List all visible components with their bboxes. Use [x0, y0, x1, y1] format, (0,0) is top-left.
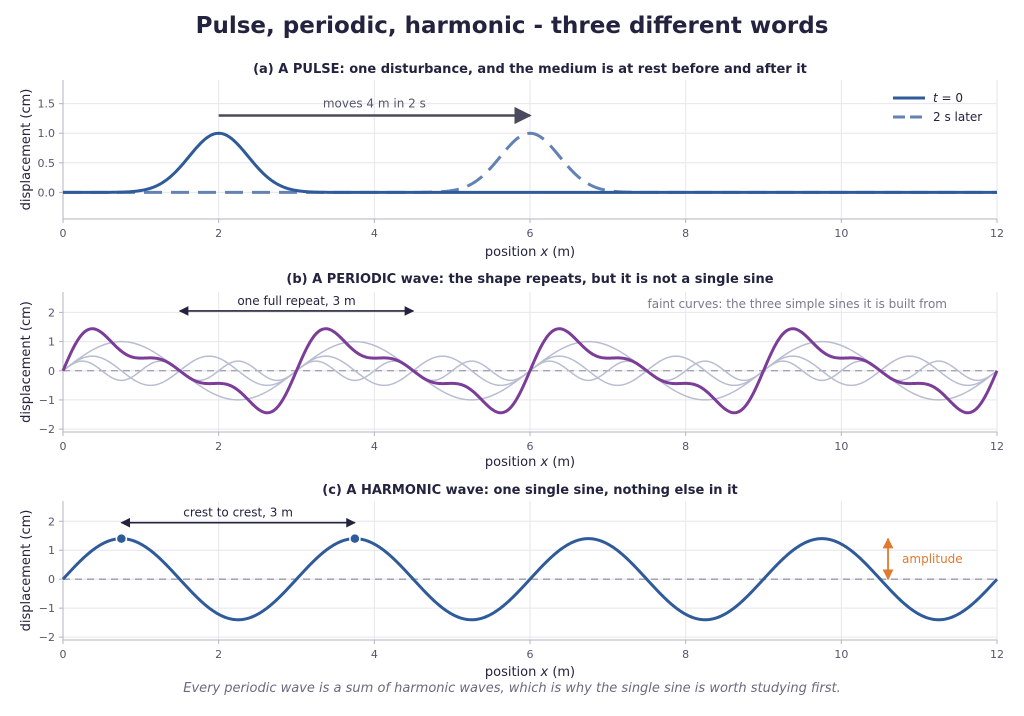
y-axis-label: displacement (cm): [19, 510, 34, 632]
x-tick-label: 6: [527, 440, 534, 453]
footnote: Every periodic wave is a sum of harmonic…: [183, 681, 841, 696]
x-tick-label: 8: [682, 648, 689, 661]
move-annotation: moves 4 m in 2 s: [323, 96, 426, 110]
y-axis-label: displacement (cm): [19, 89, 34, 211]
y-tick-label: 0: [48, 365, 55, 378]
periodic-wave-line: [61, 327, 999, 415]
x-tick-label: 0: [60, 648, 67, 661]
harmonic-wave-line: [61, 537, 999, 622]
panel-title: (b) A PERIODIC wave: the shape repeats, …: [286, 272, 773, 287]
x-tick-label: 12: [990, 440, 1004, 453]
x-tick-label: 4: [371, 440, 378, 453]
y-tick-label: 1.0: [38, 127, 56, 140]
x-tick-label: 6: [527, 227, 534, 240]
y-tick-label: 2: [48, 515, 55, 528]
x-tick-label: 4: [371, 227, 378, 240]
y-tick-label: −1: [39, 602, 55, 615]
x-tick-label: 2: [215, 440, 222, 453]
x-tick-label: 12: [990, 227, 1004, 240]
x-tick-label: 2: [215, 648, 222, 661]
x-tick-label: 8: [682, 440, 689, 453]
panel-2: (c) A HARMONIC wave: one single sine, no…: [19, 483, 1004, 680]
crest-marker: [349, 532, 361, 545]
amplitude-label: amplitude: [902, 552, 963, 566]
series-line-t0: [63, 131, 997, 194]
repeat-annotation: one full repeat, 3 m: [237, 294, 355, 308]
y-tick-label: 0.0: [38, 186, 56, 199]
y-tick-label: 1: [48, 544, 55, 557]
x-tick-label: 6: [527, 648, 534, 661]
component-note: faint curves: the three simple sines it …: [648, 297, 948, 311]
x-tick-label: 10: [834, 648, 848, 661]
y-tick-label: 0.5: [38, 157, 56, 170]
chart-title: Pulse, periodic, harmonic - three differ…: [195, 13, 829, 39]
x-axis-label: position x (m): [485, 665, 575, 680]
panel-0: (a) A PULSE: one disturbance, and the me…: [19, 62, 1004, 260]
y-tick-label: 0: [48, 573, 55, 586]
y-axis-label: displacement (cm): [19, 301, 34, 423]
x-tick-label: 12: [990, 648, 1004, 661]
x-tick-label: 4: [371, 648, 378, 661]
x-tick-label: 0: [60, 227, 67, 240]
y-tick-label: −2: [39, 631, 55, 644]
panel-title: (c) A HARMONIC wave: one single sine, no…: [322, 483, 738, 498]
y-tick-label: 2: [48, 306, 55, 319]
x-tick-label: 10: [834, 227, 848, 240]
crest-annotation: crest to crest, 3 m: [183, 506, 293, 520]
x-axis-label: position x (m): [485, 245, 575, 260]
legend-label-t0: t = 0: [933, 91, 963, 105]
x-tick-label: 2: [215, 227, 222, 240]
y-tick-label: 1: [48, 336, 55, 349]
x-tick-label: 10: [834, 440, 848, 453]
y-tick-label: 1.5: [38, 98, 56, 111]
legend-label-later: 2 s later: [933, 110, 982, 124]
x-tick-label: 0: [60, 440, 67, 453]
y-tick-label: −2: [39, 423, 55, 436]
y-tick-label: −1: [39, 394, 55, 407]
panel-title: (a) A PULSE: one disturbance, and the me…: [253, 62, 807, 77]
crest-marker: [115, 532, 128, 545]
x-axis-label: position x (m): [485, 455, 575, 470]
x-tick-label: 8: [682, 227, 689, 240]
panel-1: (b) A PERIODIC wave: the shape repeats, …: [19, 272, 1004, 470]
